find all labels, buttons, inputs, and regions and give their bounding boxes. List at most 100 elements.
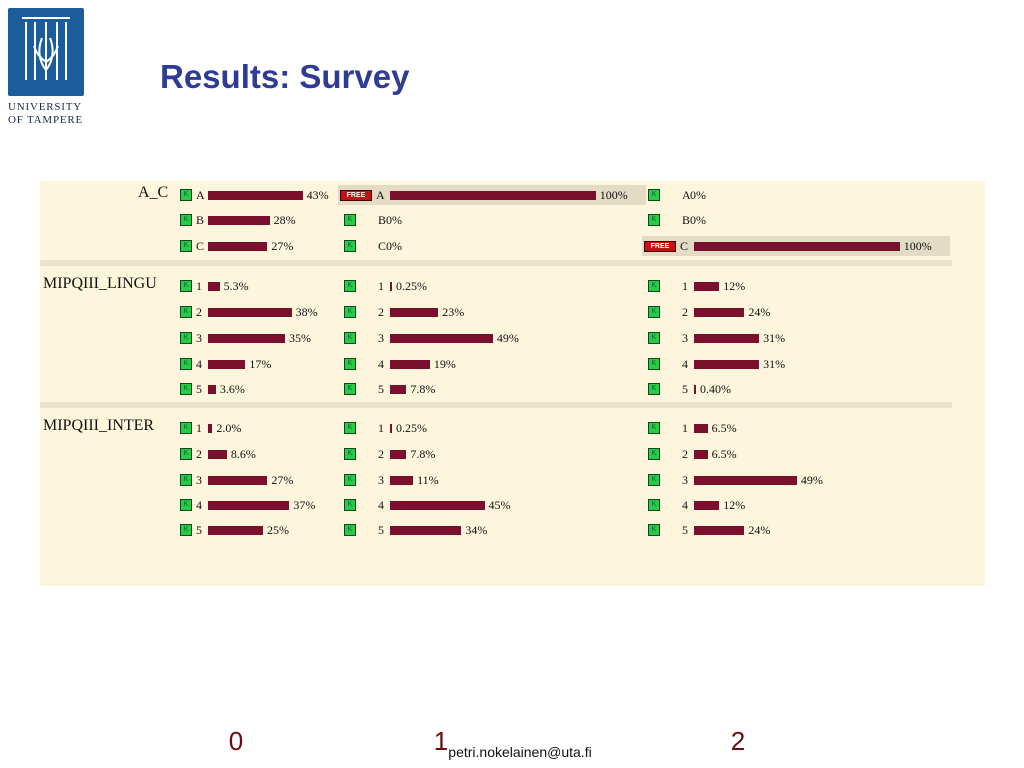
bar <box>208 242 268 251</box>
value-label: 19% <box>433 357 456 371</box>
bar <box>694 308 745 317</box>
option-label: 5 <box>682 382 688 396</box>
value-label: 24% <box>748 305 771 319</box>
check-icon: K <box>344 524 356 536</box>
option-label: 1 <box>682 279 688 293</box>
check-icon: K <box>648 280 660 292</box>
check-icon: K <box>344 240 356 252</box>
option-label: 1 <box>196 279 202 293</box>
value-label: 28% <box>273 213 296 227</box>
free-tag: FREE <box>644 241 676 252</box>
value-label: 24% <box>748 523 771 537</box>
check-icon: K <box>180 474 192 486</box>
option-label: 5 <box>378 523 384 537</box>
bar <box>208 308 292 317</box>
check-icon: K <box>344 214 356 226</box>
check-icon: K <box>344 383 356 395</box>
bar <box>208 385 216 394</box>
value-label: 0.40% <box>700 382 731 396</box>
bar <box>390 385 407 394</box>
bar <box>208 501 290 510</box>
bar <box>208 526 263 535</box>
option-label: 3 <box>196 331 202 345</box>
question-label: MIPQIII_INTER <box>43 417 155 434</box>
value-label: 0% <box>386 239 402 253</box>
value-label: 27% <box>271 239 294 253</box>
bar <box>390 334 493 343</box>
option-label: 1 <box>378 279 384 293</box>
value-label: 49% <box>800 473 823 487</box>
option-label: 3 <box>378 473 384 487</box>
bar <box>390 360 430 369</box>
value-label: 100% <box>599 188 628 202</box>
check-icon: K <box>180 189 192 201</box>
bar <box>694 424 708 433</box>
bar <box>694 476 797 485</box>
value-label: 0% <box>386 213 402 227</box>
value-label: 45% <box>488 498 511 512</box>
free-tag: FREE <box>340 190 372 201</box>
value-label: 2.0% <box>216 421 242 435</box>
bar <box>694 242 900 251</box>
option-label: C <box>196 239 205 253</box>
option-label: 3 <box>682 473 688 487</box>
option-label: 2 <box>196 305 202 319</box>
value-label: 7.8% <box>410 382 436 396</box>
bar <box>208 282 220 291</box>
option-label: 2 <box>196 447 202 461</box>
check-icon: K <box>180 306 192 318</box>
option-label: 5 <box>682 523 688 537</box>
check-icon: K <box>344 448 356 460</box>
check-icon: K <box>344 332 356 344</box>
bar <box>694 334 760 343</box>
value-label: 7.8% <box>410 447 436 461</box>
value-label: 34% <box>465 523 488 537</box>
check-icon: K <box>648 189 660 201</box>
option-label: 4 <box>682 357 688 371</box>
value-label: 3.6% <box>219 382 245 396</box>
check-icon: K <box>648 383 660 395</box>
option-label: 5 <box>196 523 202 537</box>
check-icon: K <box>648 524 660 536</box>
bar <box>390 282 392 291</box>
bar <box>694 282 720 291</box>
value-label: 0.25% <box>396 421 427 435</box>
check-icon: K <box>344 474 356 486</box>
value-label: 23% <box>442 305 465 319</box>
page-title: Results: Survey <box>160 58 410 95</box>
option-label: C <box>680 239 689 253</box>
bar <box>208 216 270 225</box>
bar <box>390 501 485 510</box>
bar <box>390 526 462 535</box>
option-label: 3 <box>378 331 384 345</box>
option-label: 2 <box>682 305 688 319</box>
option-label: 2 <box>378 305 384 319</box>
column-label: 0 <box>228 726 244 756</box>
check-icon: K <box>180 524 192 536</box>
option-label: 4 <box>378 498 384 512</box>
value-label: 17% <box>249 357 272 371</box>
value-label: 25% <box>267 523 289 537</box>
logo-tampere-text: OF TAMPERE <box>8 114 84 126</box>
check-icon: K <box>180 448 192 460</box>
value-label: 6.5% <box>711 421 737 435</box>
option-label: A <box>682 188 691 202</box>
check-icon: K <box>180 422 192 434</box>
section-separator <box>40 260 952 266</box>
check-icon: K <box>344 280 356 292</box>
check-icon: K <box>180 383 192 395</box>
check-icon: K <box>648 448 660 460</box>
value-label: 0.25% <box>396 279 427 293</box>
bar <box>208 424 213 433</box>
check-icon: K <box>180 332 192 344</box>
university-logo: UNIVERSITY OF TAMPERE <box>8 8 86 130</box>
value-label: 8.6% <box>230 447 256 461</box>
question-label: MIPQIII_LINGU <box>43 275 157 292</box>
bar <box>208 334 285 343</box>
option-label: B <box>196 213 205 227</box>
value-label: 27% <box>271 473 294 487</box>
bar <box>694 450 708 459</box>
option-label: A <box>376 188 385 202</box>
value-label: 35% <box>289 331 311 345</box>
bar <box>390 450 407 459</box>
